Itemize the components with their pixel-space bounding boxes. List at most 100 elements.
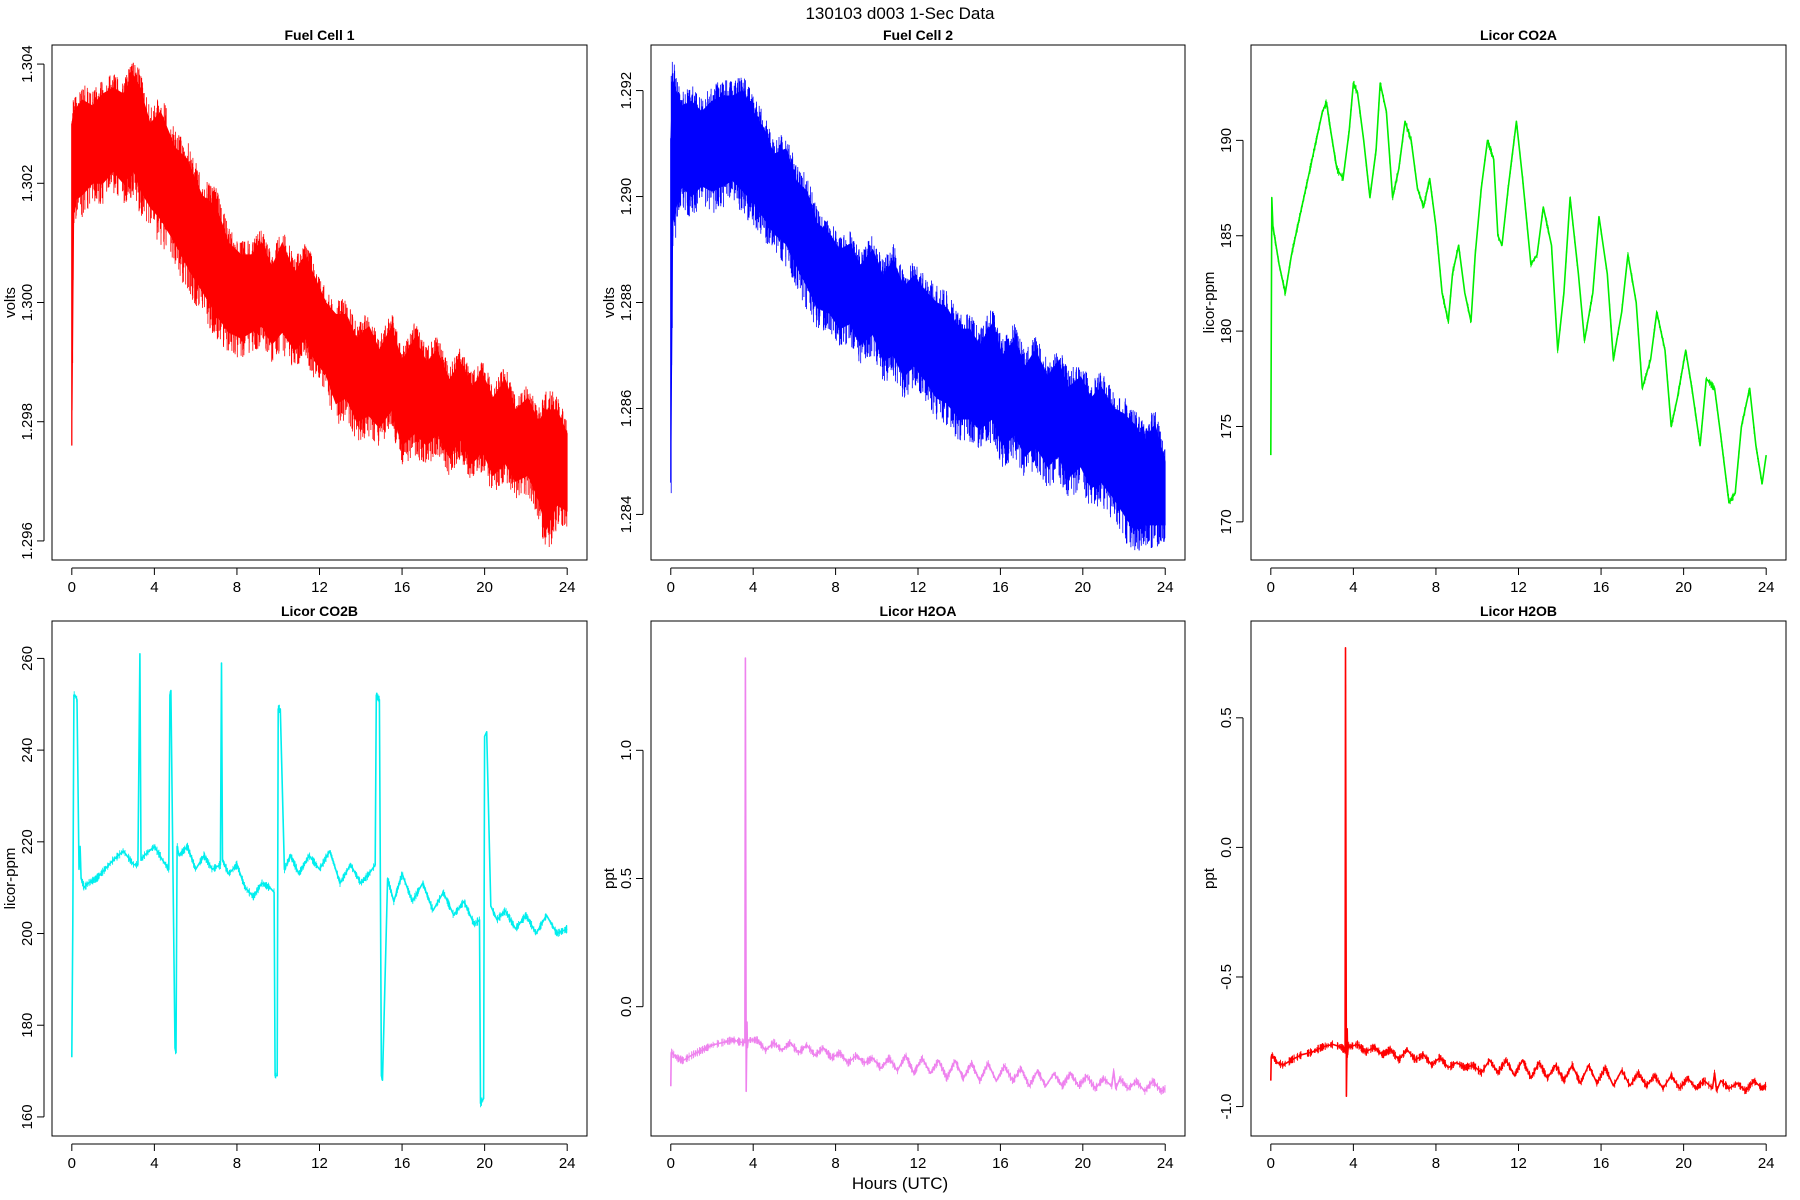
x-tick-label: 12 bbox=[311, 579, 328, 596]
x-tick-label: 24 bbox=[559, 1155, 576, 1172]
panel-5: Licor H2OB 0 4 8 12 16 20 24 -1.0 -0.5 0.0 0.5 ppt bbox=[1201, 603, 1787, 1172]
x-tick-label: 20 bbox=[476, 579, 493, 596]
x-tick-label: 24 bbox=[559, 579, 576, 596]
plot-frame bbox=[1250, 620, 1787, 1137]
y-tick-label: 220 bbox=[19, 829, 36, 854]
series-noise bbox=[670, 61, 1166, 551]
series-group bbox=[1270, 80, 1767, 505]
x-tick-label: 4 bbox=[749, 579, 757, 596]
y-axis-label: licor-ppm bbox=[2, 848, 19, 910]
plot-frame bbox=[51, 44, 588, 561]
y-tick-label: 185 bbox=[1218, 223, 1235, 248]
y-tick-label: 1.286 bbox=[618, 390, 635, 428]
x-axis: 0 4 8 12 16 20 24 bbox=[667, 567, 1174, 596]
series-jitter bbox=[1270, 80, 1763, 505]
x-tick-label: 16 bbox=[992, 1155, 1009, 1172]
y-tick-label: 260 bbox=[19, 646, 36, 671]
series-group bbox=[670, 61, 1166, 551]
y-axis-label: licor-ppm bbox=[1201, 272, 1218, 334]
panel-2: Licor CO2A 0 4 8 12 16 20 24 170 175 180 185 190 lico… bbox=[1201, 27, 1787, 596]
y-tick-label: 240 bbox=[19, 738, 36, 763]
y-tick-label: 175 bbox=[1218, 414, 1235, 439]
series-jitter bbox=[670, 815, 1166, 1095]
x-axis: 0 4 8 12 16 20 24 bbox=[1267, 1143, 1775, 1172]
y-tick-label: 1.298 bbox=[19, 403, 36, 441]
y-tick-label: 1.0 bbox=[618, 740, 635, 761]
x-axis: 0 4 8 12 16 20 24 bbox=[68, 1143, 576, 1172]
y-tick-label: 200 bbox=[19, 921, 36, 946]
x-tick-label: 0 bbox=[68, 1155, 76, 1172]
x-tick-label: 16 bbox=[394, 1155, 411, 1172]
y-tick-label: 1.304 bbox=[19, 45, 36, 83]
y-tick-label: 1.288 bbox=[618, 284, 635, 322]
y-axis: 0.0 0.5 1.0 bbox=[618, 740, 644, 1017]
panel-title: Fuel Cell 1 bbox=[284, 27, 354, 43]
panel-title: Fuel Cell 2 bbox=[883, 27, 953, 43]
panel-1: Fuel Cell 20 4 8 12 16 20 241.2841.2861.2881.2… bbox=[601, 27, 1186, 596]
plot-frame bbox=[51, 620, 588, 1137]
x-tick-label: 16 bbox=[1593, 1155, 1610, 1172]
y-tick-label: 180 bbox=[1218, 319, 1235, 344]
panel-0: Fuel Cell 1 0 4 8 12 16 20 24 1.296 1.298 1.300 1.3… bbox=[2, 27, 588, 596]
y-tick-label: 170 bbox=[1218, 509, 1235, 534]
x-tick-label: 20 bbox=[1675, 1155, 1692, 1172]
y-tick-label: 160 bbox=[19, 1104, 36, 1129]
x-axis-label: Hours (UTC) bbox=[852, 1174, 948, 1193]
x-tick-label: 4 bbox=[1349, 579, 1357, 596]
y-axis: 170 175 180 185 190 bbox=[1218, 128, 1244, 534]
plot-frame bbox=[650, 44, 1186, 561]
x-tick-label: 12 bbox=[1510, 1155, 1527, 1172]
x-axis: 0 4 8 12 16 20 24 bbox=[1267, 567, 1775, 596]
x-tick-label: 8 bbox=[1432, 579, 1440, 596]
x-tick-label: 12 bbox=[311, 1155, 328, 1172]
x-tick-label: 16 bbox=[394, 579, 411, 596]
y-axis-label: ppt bbox=[1201, 867, 1218, 889]
x-tick-label: 0 bbox=[667, 579, 675, 596]
y-axis-label: ppt bbox=[601, 867, 618, 889]
x-tick-label: 12 bbox=[1510, 579, 1527, 596]
series-jitter bbox=[72, 691, 568, 1108]
x-tick-label: 0 bbox=[1267, 1155, 1275, 1172]
panel-title: Licor H2OA bbox=[879, 603, 956, 619]
series-noise bbox=[71, 62, 568, 547]
panels-group: Fuel Cell 1 0 4 8 12 16 20 24 1.296 1.298 1.300 1.3… bbox=[2, 27, 1787, 1172]
x-tick-label: 16 bbox=[1593, 579, 1610, 596]
series-group bbox=[670, 657, 1166, 1095]
panel-3: Licor CO2B 0 4 8 12 16 20 24 160 180 200 220 240 260 l… bbox=[2, 603, 588, 1172]
panel-title: Licor H2OB bbox=[1480, 603, 1557, 619]
y-tick-label: 1.296 bbox=[19, 522, 36, 560]
x-tick-label: 4 bbox=[1349, 1155, 1357, 1172]
x-tick-label: 16 bbox=[992, 579, 1009, 596]
x-tick-label: 8 bbox=[831, 1155, 839, 1172]
x-tick-label: 12 bbox=[910, 579, 927, 596]
y-tick-label: 1.292 bbox=[618, 72, 635, 110]
y-axis: -1.0 -0.5 0.0 0.5 bbox=[1218, 707, 1244, 1119]
y-tick-label: 1.290 bbox=[618, 178, 635, 216]
series-group bbox=[1270, 647, 1767, 1097]
y-tick-label: 0.0 bbox=[1218, 837, 1235, 858]
y-axis: 1.296 1.298 1.300 1.302 1.304 bbox=[19, 45, 45, 560]
panel-title: Licor CO2A bbox=[1480, 27, 1557, 43]
x-tick-label: 20 bbox=[476, 1155, 493, 1172]
y-tick-label: 0.5 bbox=[618, 868, 635, 889]
y-tick-label: 1.302 bbox=[19, 165, 36, 203]
y-axis: 160 180 200 220 240 260 bbox=[19, 646, 45, 1129]
y-tick-label: 1.284 bbox=[618, 496, 635, 534]
x-tick-label: 4 bbox=[749, 1155, 757, 1172]
panel-title: Licor CO2B bbox=[281, 603, 358, 619]
x-tick-label: 0 bbox=[1267, 579, 1275, 596]
series-group bbox=[71, 653, 568, 1108]
plot-frame bbox=[650, 620, 1186, 1137]
y-axis-label: volts bbox=[2, 287, 19, 318]
y-tick-label: 0.0 bbox=[618, 996, 635, 1017]
x-tick-label: 8 bbox=[233, 579, 241, 596]
panel-4: Licor H2OA 0 4 8 12 16 20 24 0.0 0.5 1.0 ppt bbox=[601, 603, 1186, 1172]
x-tick-label: 0 bbox=[667, 1155, 675, 1172]
x-tick-label: 12 bbox=[910, 1155, 927, 1172]
figure-title: 130103 d003 1-Sec Data bbox=[805, 4, 995, 23]
x-tick-label: 0 bbox=[68, 579, 76, 596]
y-axis-label: volts bbox=[601, 287, 618, 318]
series-group bbox=[71, 62, 568, 547]
